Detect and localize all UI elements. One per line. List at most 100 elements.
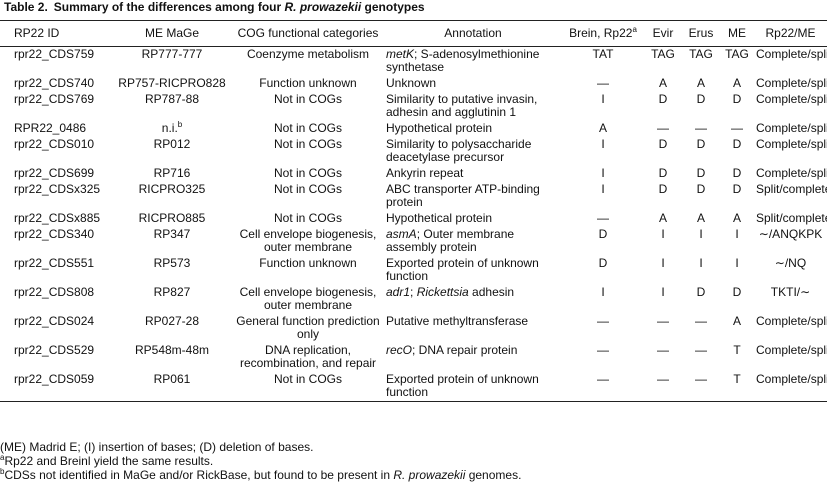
table-cell: — — [597, 211, 609, 225]
table-cell: — — [597, 76, 609, 90]
table-row: rpr22_CDS059 RP061 Not in COGs Exported pro… — [0, 372, 827, 402]
table-cell: Function unknown — [259, 76, 357, 90]
table-cell: Ankyrin repeat — [386, 166, 464, 180]
table-cell: rpr22_CDS740 — [14, 76, 95, 90]
table-cell: RP012 — [153, 137, 191, 151]
table-cell: D — [696, 285, 706, 299]
table-row: rpr22_CDSx325 RICPRO325 Not in COGs ABC tra… — [0, 182, 827, 211]
footnote: aRp22 and Breinl yield the same results. — [0, 454, 521, 469]
column-header: Annotation — [444, 26, 502, 40]
text-segment: recO — [386, 343, 413, 357]
table-cell: I — [601, 137, 605, 151]
table-cell: — — [731, 121, 743, 135]
text-segment: R. prowazekii — [284, 0, 362, 14]
table-cell: rpr22_CDS010 — [14, 137, 95, 151]
table-cell: Complete/split — [756, 372, 827, 386]
text-segment: genotypes — [361, 0, 425, 14]
text-segment: Table 2. — [4, 0, 48, 14]
table-cell: RP777-777 — [141, 47, 203, 61]
table-body: rpr22_CDS759 RP777-777 Coenzyme metabolism… — [0, 47, 827, 402]
table-header: RP22 ID ME MaGe COG functional categories A… — [0, 20, 827, 47]
table-cell: D — [658, 166, 668, 180]
table-row: rpr22_CDSx885 RICPRO885 Not in COGs Hypothe… — [0, 211, 827, 227]
table-cell: RP716 — [153, 166, 191, 180]
text-segment: Summary of the differences among four — [53, 0, 285, 14]
table-cell: A — [658, 76, 667, 90]
table-cell: RPR22_0486 — [14, 121, 87, 135]
table-cell: A — [658, 211, 667, 225]
table-cell: RICPRO885 — [138, 211, 206, 225]
table-row: rpr22_CDS769 RP787-88 Not in COGs Similarit… — [0, 92, 827, 121]
text-segment: ; Outer membrane assembly protein — [386, 227, 515, 254]
table-row: rpr22_CDS551 RP573 Function unknown Exporte… — [0, 256, 827, 285]
column-header: COG functional categories — [237, 26, 379, 40]
table-cell: Not in COGs — [273, 182, 342, 196]
text-segment: a — [632, 25, 637, 34]
table-cell: RP347 — [153, 227, 191, 241]
table: RP22 ID ME MaGe COG functional categories A… — [0, 20, 827, 402]
table-cell: RP757-RICPRO828 — [118, 76, 226, 90]
table-cell: rpr22_CDS551 — [14, 256, 95, 270]
table-cell: ∼/ANQKPK — [758, 227, 823, 241]
table-cell: TAG — [689, 47, 713, 61]
table-cell: rpr22_CDSx885 — [14, 211, 101, 225]
table-row: rpr22_CDS010 RP012 Not in COGs Similarity t… — [0, 137, 827, 166]
table-cell: D — [598, 256, 608, 270]
table-cell: rpr22_CDSx325 — [14, 182, 101, 196]
text-segment: Rickettsia — [416, 285, 469, 299]
table-cell: Split/complete — [756, 182, 827, 196]
table-cell: Not in COGs — [273, 121, 342, 135]
table-cell: RP573 — [153, 256, 191, 270]
table-cell: D — [732, 92, 742, 106]
table-cell: rpr22_CDS529 — [14, 343, 95, 357]
text-segment: ; S-adenosylmethionine synthetase — [386, 47, 540, 74]
table-cell: Complete/split — [756, 92, 827, 106]
table-row: rpr22_CDS759 RP777-777 Coenzyme metabolism… — [0, 47, 827, 77]
table-cell: I — [601, 182, 605, 196]
table-cell: D — [658, 182, 668, 196]
table-cell: Not in COGs — [273, 137, 342, 151]
table-cell: Cell envelope biogenesis, outer membrane — [239, 227, 377, 254]
column-header: Erus — [688, 26, 714, 40]
table-cell: Putative methyltransferase — [386, 314, 529, 328]
table-cell: RICPRO325 — [138, 182, 206, 196]
text-segment: n.i. — [161, 121, 178, 135]
table-cell: Complete/split — [756, 343, 827, 357]
table-cell: TAG — [651, 47, 675, 61]
column-header: ME — [728, 26, 746, 40]
table-cell: rpr22_CDS340 — [14, 227, 95, 241]
table-cell: Similarity to polysaccharide deacetylase… — [386, 137, 532, 164]
table-cell: I — [699, 227, 703, 241]
table-cell: Complete/split — [756, 47, 827, 61]
footnotes: (ME) Madrid E; (I) insertion of bases; (… — [0, 440, 521, 482]
column-header: Brein, Rp22a — [562, 21, 644, 47]
table-cell: Coenzyme metabolism — [246, 47, 370, 61]
table-cell: RP061 — [153, 372, 191, 386]
table-cell: Complete/split — [756, 121, 827, 135]
table-row: rpr22_CDS740 RP757-RICPRO828 Function unkn… — [0, 76, 827, 92]
table-cell: — — [657, 314, 669, 328]
table-cell: DNA replication, recombination, and repa… — [239, 343, 377, 370]
table-cell: Not in COGs — [273, 211, 342, 225]
text-segment: asmA — [386, 227, 417, 241]
table-cell: A — [732, 76, 741, 90]
table-cell: asmA; Outer membrane assembly protein — [384, 227, 562, 256]
table-cell: Similarity to putative invasin, adhesin … — [386, 92, 538, 119]
table-cell: Complete/split — [756, 314, 827, 328]
table-cell: ABC transporter ATP-binding protein — [386, 182, 540, 209]
table-row: RPR22_0486 n.i.b Not in COGs Hypothetical p… — [0, 121, 827, 137]
text-segment: b — [177, 120, 183, 129]
table-cell: A — [732, 314, 741, 328]
table-cell: metK; S-adenosylmethionine synthetase — [384, 47, 562, 77]
table-cell: RP027-28 — [144, 314, 200, 328]
table-cell: D — [732, 166, 742, 180]
table-cell: Hypothetical protein — [386, 121, 493, 135]
table-cell: — — [597, 343, 609, 357]
table-cell: Unknown — [386, 76, 437, 90]
table-cell: D — [658, 92, 668, 106]
table-cell: rpr22_CDS059 — [14, 372, 95, 386]
table-cell: RP827 — [153, 285, 191, 299]
table-cell: Complete/split — [756, 76, 827, 90]
table-cell: Complete/split — [756, 166, 827, 180]
